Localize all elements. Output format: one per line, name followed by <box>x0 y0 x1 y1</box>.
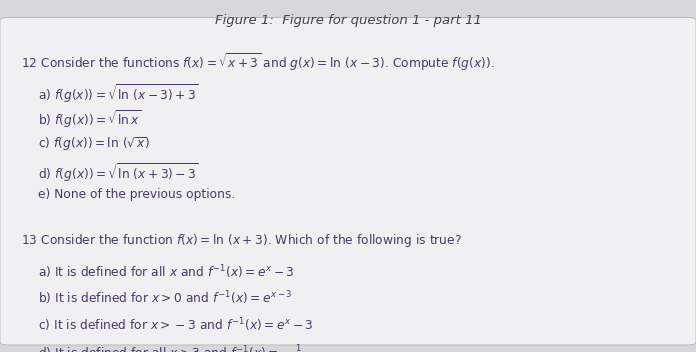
Text: a) It is defined for all $x$ and $f^{-1}(x) = e^{x} - 3$: a) It is defined for all $x$ and $f^{-1}… <box>38 263 295 281</box>
Text: c) It is defined for $x > -3$ and $f^{-1}(x) = e^{x} - 3$: c) It is defined for $x > -3$ and $f^{-1… <box>38 316 314 334</box>
Text: Figure 1:  Figure for question 1 - part 11: Figure 1: Figure for question 1 - part 1… <box>214 14 482 27</box>
Text: 12 Consider the functions $f(x) = \sqrt{x+3}$ and $g(x) = \ln\,(x-3)$. Compute $: 12 Consider the functions $f(x) = \sqrt{… <box>21 51 495 73</box>
Text: e) None of the previous options.: e) None of the previous options. <box>38 188 235 201</box>
Text: a) $f(g(x)) = \sqrt{\ln\,(x-3)+3}$: a) $f(g(x)) = \sqrt{\ln\,(x-3)+3}$ <box>38 82 199 105</box>
Text: c) $f(g(x)) = \ln\,(\sqrt{x})$: c) $f(g(x)) = \ln\,(\sqrt{x})$ <box>38 135 151 153</box>
Text: b) $f(g(x)) = \sqrt{\ln x}$: b) $f(g(x)) = \sqrt{\ln x}$ <box>38 108 141 130</box>
Text: d) It is defined for all $x > 3$ and $f^{-1}(x) = \frac{1}{\ln(x-3)}$: d) It is defined for all $x > 3$ and $f^… <box>38 343 318 352</box>
Text: 13 Consider the function $f(x) = \ln\,(x+3)$. Which of the following is true?: 13 Consider the function $f(x) = \ln\,(x… <box>21 232 461 249</box>
Text: b) It is defined for $x > 0$ and $f^{-1}(x) = e^{x-3}$: b) It is defined for $x > 0$ and $f^{-1}… <box>38 290 293 307</box>
FancyBboxPatch shape <box>0 18 696 345</box>
Text: d) $f(g(x)) = \sqrt{\ln\,(x+3)-3}$: d) $f(g(x)) = \sqrt{\ln\,(x+3)-3}$ <box>38 162 199 184</box>
